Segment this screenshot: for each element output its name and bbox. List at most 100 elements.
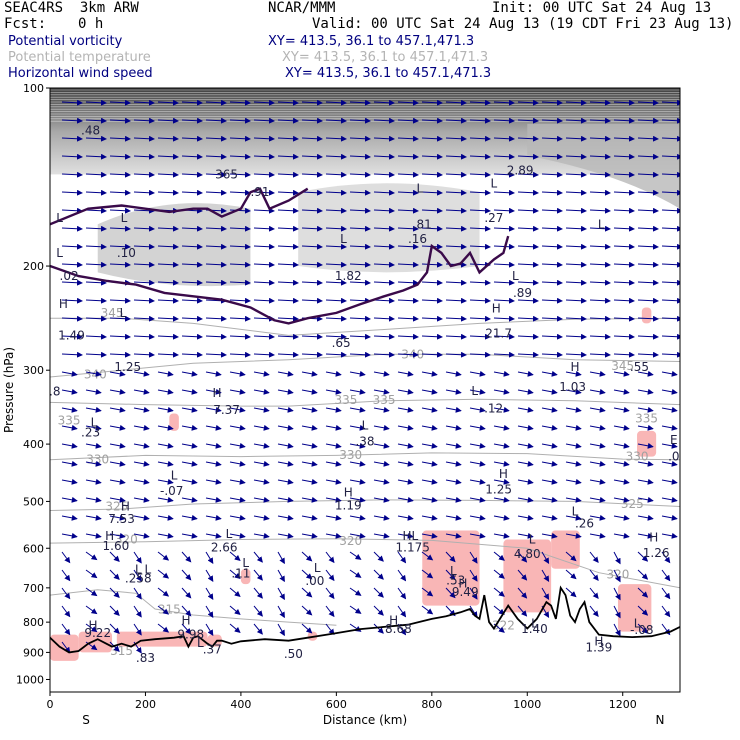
field-theta-name: Potential temperature [8,50,151,65]
wind-vector [133,532,150,539]
wind-vector [397,135,419,142]
wind-vector [109,424,126,431]
wind-vector [613,315,635,322]
extremum-label: .0 [668,450,679,464]
wind-vector [637,370,654,377]
wind-vector [253,333,275,340]
wind-vector [373,153,395,160]
wind-vector [109,117,131,124]
wind-vector [325,333,347,340]
theta-contour-label: 345 [611,359,634,373]
wind-vector [517,117,539,124]
extremum-label: .65 [332,336,351,350]
wind-vector [253,297,275,304]
wind-vector [517,532,534,539]
wind-vector [589,297,611,304]
wind-vector [373,623,384,634]
wind-vector [493,153,515,160]
wind-vector [301,225,323,232]
wind-vector [181,460,198,467]
wind-vector [565,532,582,539]
wind-vector [445,496,462,503]
wind-vector [61,261,83,268]
wind-vector [109,442,126,449]
extremum-label: .00 [305,574,324,588]
wind-vector [157,279,179,286]
wind-vector [373,569,384,580]
wind-vector [589,189,611,196]
theta-contour-label: 335 [373,393,396,407]
wind-vector [157,406,174,413]
wind-vector [565,135,587,142]
wind-vector [541,153,563,160]
wind-vector [613,496,630,503]
wind-vector [373,605,384,616]
wind-vector [61,587,71,600]
wind-vector [325,496,342,503]
wind-vector [109,135,131,142]
field-pv-name: Potential vorticity [8,34,123,49]
wind-vector [109,478,126,485]
org-name: NCAR/MMM [268,0,336,16]
wind-vector [205,388,222,395]
wind-vector [541,496,558,503]
wind-vector [133,388,150,395]
wind-vector [421,424,438,431]
wind-vector [61,514,78,521]
wind-vector [253,442,270,449]
wind-vector [157,478,174,485]
wind-vector [493,189,515,196]
wind-vector [301,406,318,413]
wind-vector [589,279,611,286]
wind-vector [517,315,539,322]
wind-vector [613,623,621,637]
wind-vector [469,514,486,521]
wind-vector [613,189,635,196]
wind-vector [589,442,606,449]
wind-vector [133,460,150,467]
theta-contour-label: 335 [334,393,357,407]
wind-vector [397,551,407,564]
wind-vector [541,424,558,431]
wind-vector [157,315,179,322]
extremum-label: 7.53 [108,512,135,526]
wind-vector [277,135,299,142]
wind-vector [181,135,203,142]
wind-vector [349,207,371,214]
wind-vector [61,370,78,377]
wind-vector [589,460,606,467]
wind-vector [661,117,680,124]
extremum-label: H [88,618,97,632]
wind-vector [517,207,539,214]
wind-vector [229,442,246,449]
wind-vector [109,333,131,340]
wind-vector [133,424,150,431]
extremum-label: L [531,617,538,631]
wind-vector [85,297,107,304]
wind-vector [109,605,120,617]
wind-vector [157,460,174,467]
wind-vector [493,315,515,322]
wind-vector [397,351,419,358]
y-tick-label: 700 [23,582,44,595]
wind-vector [565,587,577,598]
wind-vector [613,261,635,268]
wind-vector [445,225,467,232]
wind-vector [205,496,222,503]
wind-vector [229,587,241,598]
wind-vector [565,351,587,358]
wind-vector [661,189,680,196]
wind-vector [325,605,335,618]
wind-vector [181,442,198,449]
wind-vector [349,243,371,250]
wind-vector [469,587,478,600]
wind-vector [109,297,131,304]
wind-vector [85,207,107,214]
wind-vector [205,279,227,286]
wind-vector [517,279,539,286]
wind-vector [541,514,558,521]
wind-vector [253,388,270,395]
wind-vector [421,551,434,561]
wind-vector [373,442,390,449]
wind-vector [109,189,131,196]
